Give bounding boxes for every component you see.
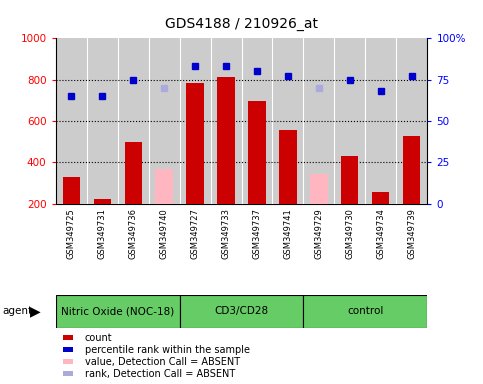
Text: Nitric Oxide (NOC-18): Nitric Oxide (NOC-18): [61, 306, 174, 316]
Bar: [217, 76, 235, 204]
Text: GSM349727: GSM349727: [190, 208, 199, 259]
Text: GSM349741: GSM349741: [284, 208, 293, 259]
Bar: [311, 174, 327, 204]
Bar: [156, 169, 172, 204]
Text: control: control: [347, 306, 384, 316]
Text: GSM349733: GSM349733: [222, 208, 230, 259]
Text: GSM349729: GSM349729: [314, 208, 324, 259]
Bar: [372, 192, 389, 204]
Bar: [403, 136, 421, 204]
Text: GSM349737: GSM349737: [253, 208, 261, 259]
Text: ▶: ▶: [29, 305, 40, 318]
Text: GSM349734: GSM349734: [376, 208, 385, 259]
Bar: [180, 295, 303, 328]
Text: GSM349731: GSM349731: [98, 208, 107, 259]
Bar: [303, 295, 427, 328]
Text: count: count: [85, 333, 112, 343]
Text: agent: agent: [2, 306, 32, 316]
Text: percentile rank within the sample: percentile rank within the sample: [85, 345, 250, 355]
Text: GSM349740: GSM349740: [159, 208, 169, 259]
Bar: [248, 101, 266, 204]
Bar: [186, 83, 203, 204]
Bar: [56, 295, 180, 328]
Text: value, Detection Call = ABSENT: value, Detection Call = ABSENT: [85, 357, 240, 367]
Text: GDS4188 / 210926_at: GDS4188 / 210926_at: [165, 17, 318, 31]
Bar: [94, 199, 111, 204]
Bar: [280, 130, 297, 204]
Bar: [62, 177, 80, 204]
Text: rank, Detection Call = ABSENT: rank, Detection Call = ABSENT: [85, 369, 235, 379]
Bar: [341, 156, 358, 204]
Text: GSM349725: GSM349725: [67, 208, 75, 259]
Text: GSM349736: GSM349736: [128, 208, 138, 259]
Text: GSM349739: GSM349739: [408, 208, 416, 259]
Text: CD3/CD28: CD3/CD28: [214, 306, 269, 316]
Text: GSM349730: GSM349730: [345, 208, 355, 259]
Bar: [125, 142, 142, 204]
